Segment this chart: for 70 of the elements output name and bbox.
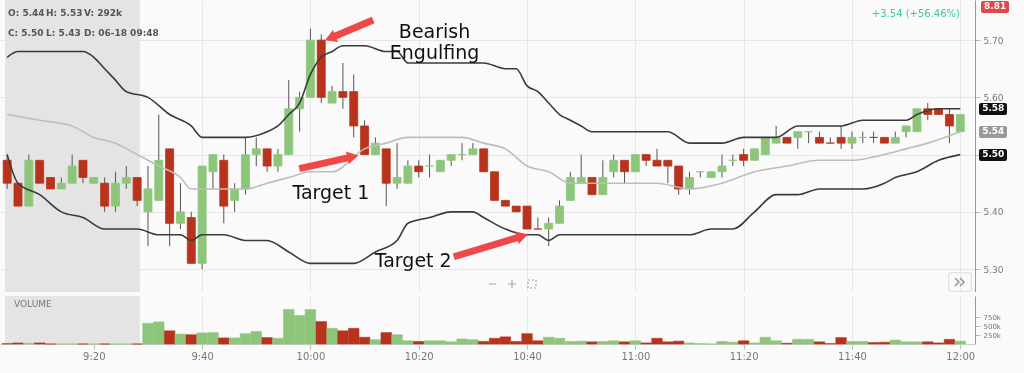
candlestick (555, 199, 564, 224)
line-series (6, 45, 962, 144)
x-tick-label: 10:40 (513, 350, 542, 362)
bar (629, 340, 641, 345)
annotation: 5.50 (979, 148, 1008, 161)
y-tick-label: 5.70 (983, 35, 1004, 46)
bar (738, 340, 750, 345)
candlestick (945, 108, 954, 144)
bar (413, 341, 425, 345)
candlestick (78, 159, 88, 184)
candlestick (533, 217, 543, 230)
x-tick-label: 10:20 (404, 350, 434, 362)
candlestick (468, 142, 478, 156)
bar (164, 330, 176, 345)
y-tick-label: 5.40 (983, 207, 1004, 218)
bar (185, 334, 197, 345)
candlestick (479, 148, 489, 173)
candlestick (565, 171, 575, 201)
candlestick (132, 176, 142, 207)
candlestick (100, 176, 110, 213)
annotation: C: 5.50 (8, 28, 44, 38)
bar (326, 328, 338, 345)
candlestick (847, 131, 857, 150)
candlestick (609, 154, 619, 178)
candlestick (685, 171, 694, 196)
annotation: Target 2 (373, 248, 452, 271)
candlestick (674, 165, 684, 196)
annotation: Bearish Engulfing (389, 20, 480, 64)
candlestick (35, 159, 45, 184)
annotation: H: 5.53 (46, 8, 83, 18)
bar (218, 337, 230, 345)
x-tick-label: 9:40 (191, 350, 214, 362)
bar (369, 339, 381, 345)
candlestick (67, 154, 77, 184)
bar (618, 341, 631, 345)
candlestick (262, 148, 272, 173)
annotation: O: 5.44 (8, 8, 45, 18)
candlestick (598, 159, 608, 196)
candlestick (620, 159, 629, 184)
x-tick-label: 12:00 (946, 350, 976, 362)
text: 8.81 (981, 1, 1010, 13)
bar (174, 333, 186, 345)
bar (954, 340, 966, 345)
x-tick-label: 9:20 (83, 350, 106, 362)
y-tick-label: 5.30 (983, 264, 1004, 275)
y-tick-label: 5.60 (983, 92, 1004, 103)
bar (261, 337, 273, 345)
bar (586, 341, 598, 345)
annotation: +3.54 (+56.46%) (871, 8, 961, 19)
x-tick-label: 10:00 (296, 350, 326, 362)
candlestick (544, 217, 554, 247)
chart-title: VOLUME (14, 299, 52, 309)
annotation: Target 1 (291, 180, 370, 203)
annotation: 5.54 (979, 125, 1008, 138)
candlestick (836, 125, 846, 150)
candlestick (251, 136, 261, 167)
annotation: 5.58 (979, 102, 1008, 115)
candlestick (176, 182, 185, 230)
bar (380, 332, 392, 345)
x-tick-label: 11:40 (838, 350, 867, 362)
bar (315, 321, 327, 345)
annotation: D: 06-18 09:48 (84, 28, 159, 38)
annotation: L: 5.43 (46, 28, 81, 38)
candlestick (425, 154, 434, 178)
candlestick (121, 165, 131, 190)
annotation: V: 292k (84, 8, 124, 18)
x-tick-label: 11:00 (621, 350, 651, 362)
candlestick (230, 182, 240, 213)
candlestick (111, 171, 120, 213)
x-tick-label: 11:20 (729, 350, 759, 362)
